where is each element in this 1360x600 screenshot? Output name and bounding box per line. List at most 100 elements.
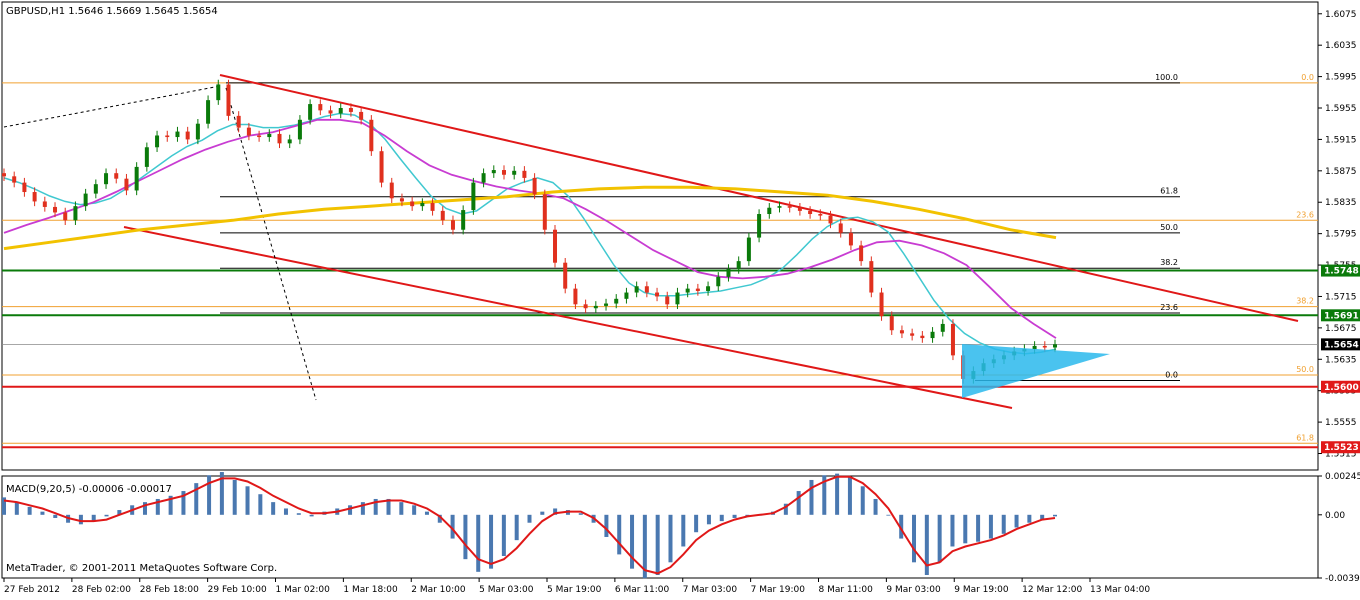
candle-body	[512, 170, 517, 175]
price-label: 1.5691	[1324, 311, 1359, 321]
candle-body	[655, 292, 660, 297]
fib-inner-label: 100.0	[1155, 73, 1178, 82]
candle-body	[22, 182, 27, 193]
macd-bar	[578, 513, 583, 515]
macd-bar	[104, 514, 109, 517]
macd-bar	[501, 514, 506, 556]
symbol-info: GBPUSD,H1 1.5646 1.5669 1.5645 1.5654	[6, 6, 218, 17]
candle-body	[73, 206, 78, 221]
macd-bar	[283, 508, 288, 515]
fib-outer-label: 0.0	[1301, 73, 1314, 82]
price-pane-frame	[1, 1, 1319, 471]
candle-body	[379, 151, 384, 183]
x-tick-label: 29 Feb 10:00	[208, 585, 267, 595]
candle-body	[195, 123, 200, 140]
fib-outer-label: 38.2	[1296, 297, 1314, 306]
price-label-box	[1321, 441, 1360, 454]
ma_fast-line	[3, 112, 1057, 355]
macd-bar	[617, 514, 622, 555]
candle-body	[777, 206, 782, 208]
fib-inner-label: 50.0	[1160, 223, 1178, 232]
macd-bar	[860, 486, 865, 515]
macd-bar	[78, 514, 83, 525]
y-tick-label: 1.5515	[1325, 450, 1357, 460]
macd-bar	[681, 514, 686, 547]
macd-bar	[988, 514, 993, 539]
macd-bar	[2, 497, 6, 515]
macd-bar	[91, 514, 96, 522]
candle-body	[481, 173, 486, 183]
candle-body	[83, 193, 88, 207]
candle-body	[185, 131, 190, 140]
candle-body	[144, 147, 149, 167]
candle-body	[216, 84, 221, 101]
macd-bar	[1027, 514, 1032, 523]
candle-body	[114, 173, 119, 179]
y-tick-label: 1.5675	[1325, 324, 1357, 334]
candle-body	[604, 303, 609, 306]
macd-bar	[399, 502, 404, 515]
y-tick-label: 1.5955	[1325, 104, 1357, 114]
macd-title: MACD(9,20,5) -0.00006 -0.00017	[6, 484, 172, 495]
price-label-box	[1321, 338, 1360, 351]
macd-bar	[963, 514, 968, 544]
macd-bar	[412, 505, 417, 515]
candle-body	[634, 286, 639, 293]
candle-body	[563, 262, 568, 289]
candle-body	[726, 268, 731, 277]
candle-body	[532, 177, 537, 195]
macd-bar	[40, 511, 45, 515]
macd-bar	[912, 514, 917, 563]
candle-body	[614, 298, 619, 304]
candle-body	[93, 184, 98, 194]
candle-body	[685, 288, 690, 293]
candle-body	[318, 104, 323, 111]
candle-body	[297, 119, 302, 140]
macd-bar	[348, 505, 353, 515]
price-label-box	[1321, 309, 1360, 322]
candle-body	[104, 173, 109, 185]
macd-bar	[694, 514, 699, 533]
macd-bar	[142, 502, 147, 515]
candle-body	[940, 323, 945, 332]
macd-bar	[732, 514, 737, 518]
macd-bar	[604, 514, 609, 537]
macd-bar	[976, 514, 981, 542]
candle-body	[624, 292, 629, 299]
candle-body	[501, 170, 506, 175]
price-label-box	[1321, 264, 1360, 277]
candle-body	[42, 201, 47, 207]
ma_mid-line	[3, 118, 1057, 339]
macd-bar	[360, 502, 365, 515]
candle-body	[950, 323, 955, 356]
fib-outer-label: 61.8	[1296, 433, 1314, 442]
candle-body	[644, 286, 649, 293]
x-tick-label: 8 Mar 11:00	[819, 585, 874, 595]
candle-body	[757, 214, 762, 238]
macd-bar	[835, 473, 840, 515]
channel-line	[123, 226, 1013, 409]
macd-bar	[1001, 514, 1006, 534]
candle-body	[1053, 344, 1057, 348]
macd-pane[interactable]: 0.00245 0.00 -0.00399	[1, 472, 1360, 584]
candle-body	[53, 206, 58, 213]
fib-inner-label: 61.8	[1160, 187, 1178, 196]
candle-body	[308, 104, 313, 120]
macd-bar	[796, 491, 801, 515]
x-tick-label: 12 Mar 12:00	[1022, 585, 1082, 595]
candle-body	[246, 127, 251, 136]
macd-bar	[1014, 514, 1019, 528]
macd-bar	[514, 514, 519, 541]
x-tick-label: 5 Mar 19:00	[547, 585, 602, 595]
macd-bar	[809, 479, 814, 515]
fib-outer-label: 23.6	[1296, 210, 1314, 219]
macd-bar	[527, 514, 532, 523]
candle-body	[369, 119, 374, 152]
candle-body	[583, 304, 588, 309]
y-tick-label: 1.5915	[1325, 135, 1357, 145]
macd-bar	[463, 514, 468, 560]
x-tick-label: 9 Mar 19:00	[954, 585, 1009, 595]
